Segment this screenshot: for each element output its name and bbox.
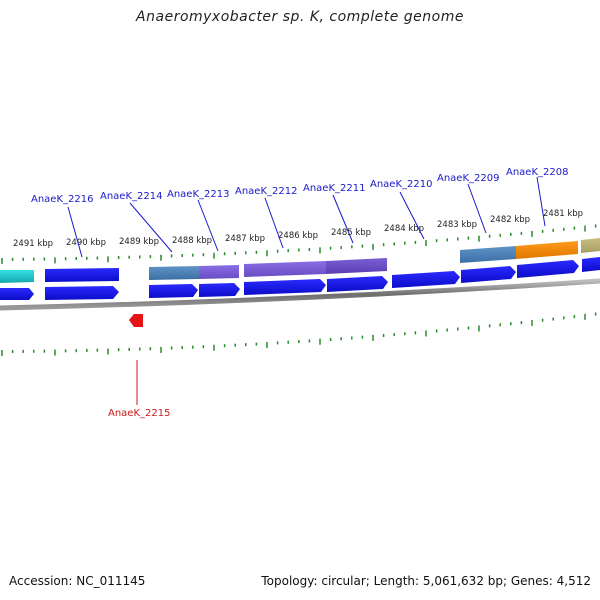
scale-label: 2484 kbp [384, 224, 424, 234]
leader-line [332, 194, 354, 244]
gene-arrow[interactable] [199, 283, 240, 297]
gene-arrow[interactable] [517, 260, 579, 278]
cog-bar[interactable] [581, 238, 600, 253]
gene-label[interactable]: AnaeK_2216 [31, 194, 93, 205]
outer-tick-track [1, 224, 597, 264]
gene-arrow[interactable] [244, 279, 326, 295]
scale-label: 2491 kbp [13, 239, 53, 249]
cog-track [0, 238, 600, 283]
cog-bar[interactable] [516, 241, 578, 259]
gene-label[interactable]: AnaeK_2212 [235, 186, 297, 197]
label-leaders [67, 176, 546, 405]
scale-label: 2489 kbp [119, 237, 159, 247]
cog-bar[interactable] [45, 268, 119, 282]
scale-label: 2486 kbp [278, 231, 318, 241]
leader-line [67, 206, 83, 258]
leader-line [129, 202, 173, 253]
leader-line [467, 183, 487, 234]
scale-label: 2488 kbp [172, 236, 212, 246]
gene-label[interactable]: AnaeK_2209 [437, 173, 499, 184]
scale-labels: 2491 kbp 2490 kbp 2489 kbp 2488 kbp 2487… [13, 209, 583, 249]
genome-summary-text: Topology: circular; Length: 5,061,632 bp… [261, 574, 591, 588]
cog-bar[interactable] [326, 258, 387, 274]
inner-tick-track [1, 312, 597, 356]
gene-label[interactable]: AnaeK_2214 [100, 191, 162, 202]
gene-labels: AnaeK_2216 AnaeK_2214 AnaeK_2213 AnaeK_2… [31, 167, 568, 419]
leader-line [399, 191, 425, 240]
scale-label: 2483 kbp [437, 220, 477, 230]
gene-arrow[interactable] [327, 276, 388, 292]
scale-label: 2490 kbp [66, 238, 106, 248]
gene-arrow[interactable] [461, 266, 516, 283]
leader-line [536, 176, 546, 227]
accession-text: Accession: NC_011145 [9, 574, 146, 588]
cog-bar[interactable] [199, 265, 239, 279]
gene-label[interactable]: AnaeK_2211 [303, 183, 365, 194]
reverse-gene-arrow[interactable] [129, 314, 143, 327]
cog-bar[interactable] [460, 246, 516, 263]
scale-label: 2487 kbp [225, 234, 265, 244]
gene-arrow[interactable] [0, 288, 34, 300]
scale-label: 2485 kbp [331, 228, 371, 238]
gene-label[interactable]: AnaeK_2210 [370, 179, 432, 190]
scale-label: 2481 kbp [543, 209, 583, 219]
cog-bar[interactable] [0, 270, 34, 283]
scale-label: 2482 kbp [490, 215, 530, 225]
map-title: Anaeromyxobacter sp. K, complete genome [136, 9, 464, 25]
forward-strand-genes [0, 257, 600, 300]
gene-arrow[interactable] [392, 271, 460, 288]
genome-backbone [0, 278, 600, 311]
gene-label[interactable]: AnaeK_2208 [506, 167, 568, 178]
leader-line [197, 199, 219, 252]
gene-label-reverse[interactable]: AnaeK_2215 [108, 408, 170, 419]
leader-line [264, 197, 284, 249]
gene-arrow[interactable] [582, 257, 600, 272]
gene-arrow[interactable] [45, 286, 119, 300]
cog-bar[interactable] [244, 261, 326, 277]
gene-arrow[interactable] [149, 284, 198, 298]
gene-label[interactable]: AnaeK_2213 [167, 189, 229, 200]
cog-bar[interactable] [149, 266, 199, 280]
